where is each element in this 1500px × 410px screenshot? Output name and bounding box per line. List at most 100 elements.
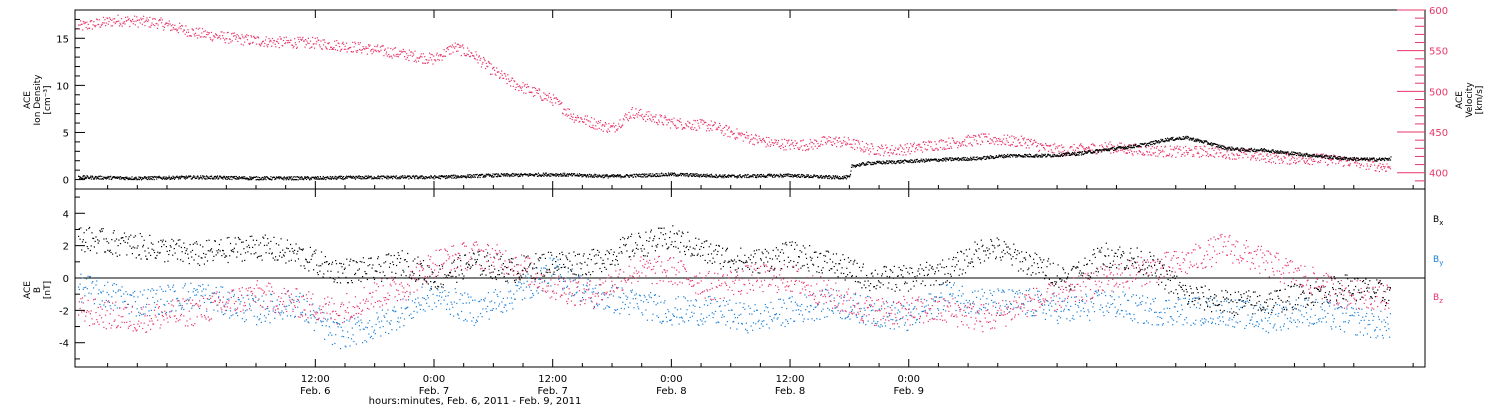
velocity-series-point	[981, 140, 983, 142]
velocity-series-point	[1238, 157, 1240, 159]
velocity-series-point	[1143, 154, 1145, 156]
velocity-series-point	[1228, 157, 1230, 159]
density-series-point	[1215, 146, 1217, 148]
density-series-point	[828, 178, 830, 180]
density-series-point	[1386, 158, 1389, 160]
density-series-point	[684, 173, 686, 175]
density-series-point	[1255, 150, 1258, 152]
density-series-point	[750, 176, 752, 178]
velocity-series-point	[386, 55, 388, 57]
velocity-series-point	[899, 144, 901, 146]
velocity-series-point	[160, 17, 162, 19]
velocity-series-point	[539, 95, 541, 97]
velocity-series-point	[323, 44, 325, 46]
density-series-point	[803, 174, 805, 176]
velocity-series-point	[907, 151, 909, 153]
density-series-point	[346, 175, 348, 177]
density-series-point	[420, 176, 422, 178]
velocity-series-point	[1124, 144, 1126, 146]
velocity-series-point	[1338, 162, 1340, 164]
velocity-series-point	[1009, 136, 1011, 138]
velocity-series-point	[371, 53, 373, 55]
velocity-series-point	[1088, 147, 1090, 149]
density-series-point	[1223, 146, 1225, 148]
velocity-series-point	[825, 143, 827, 145]
density-series-point	[1106, 148, 1108, 150]
density-series-point	[120, 176, 122, 178]
velocity-series-point	[957, 145, 960, 147]
density-series-point	[1028, 156, 1030, 158]
by-series-point	[283, 305, 285, 307]
velocity-series-point	[932, 149, 934, 151]
velocity-series-point	[712, 124, 714, 126]
density-series-point	[956, 159, 958, 161]
velocity-series-point	[775, 139, 777, 141]
velocity-series-point	[1030, 138, 1032, 140]
velocity-series-point	[620, 126, 622, 128]
density-series-point	[751, 175, 753, 177]
density-series-point	[163, 176, 165, 178]
velocity-series-point	[474, 57, 476, 59]
density-series-point	[1191, 139, 1193, 141]
velocity-series-point	[136, 16, 138, 18]
density-series-point	[848, 176, 851, 178]
density-series-point	[282, 177, 284, 179]
density-series-point	[1243, 147, 1245, 149]
density-series-point	[1132, 146, 1134, 148]
velocity-series-point	[294, 42, 296, 44]
velocity-series-point	[350, 46, 352, 49]
density-series-point	[994, 157, 996, 159]
velocity-series-point	[320, 40, 322, 42]
density-series-point	[341, 175, 343, 177]
density-series-point	[1125, 147, 1127, 149]
density-series-point	[880, 161, 882, 163]
density-series-point	[642, 176, 644, 178]
density-series	[78, 135, 1392, 181]
density-series-point	[152, 177, 154, 179]
density-series-point	[767, 173, 769, 175]
right-tick-label: 500	[1429, 87, 1448, 98]
velocity-series-point	[1150, 148, 1152, 150]
density-series-point	[263, 178, 265, 180]
density-series-point	[1060, 154, 1062, 156]
density-series-point	[222, 178, 224, 180]
by-series-point	[319, 309, 321, 311]
velocity-series-point	[527, 86, 529, 88]
by-series-point	[352, 334, 354, 336]
by-series-point	[250, 309, 252, 311]
density-series-point	[927, 160, 929, 162]
density-series-point	[1325, 157, 1327, 159]
velocity-series-point	[152, 18, 154, 20]
density-series-point	[911, 159, 913, 161]
density-series-point	[314, 176, 316, 178]
velocity-series-point	[589, 121, 591, 123]
velocity-series-point	[719, 125, 721, 127]
density-series-point	[1373, 157, 1375, 159]
density-series-point	[705, 176, 707, 178]
velocity-series-point	[1315, 153, 1317, 155]
by-series-point	[172, 284, 175, 286]
velocity-series-point	[637, 114, 639, 116]
density-series-point	[1212, 144, 1214, 146]
density-series-point	[277, 177, 279, 179]
density-series-point	[283, 179, 285, 181]
density-series-point	[963, 156, 965, 159]
velocity-series-point	[279, 36, 281, 38]
density-series-point	[299, 178, 301, 180]
velocity-series-point	[512, 85, 514, 87]
velocity-series-point	[829, 137, 831, 139]
velocity-series-point	[217, 37, 219, 39]
velocity-series-point	[273, 39, 275, 42]
velocity-series-point	[703, 122, 705, 124]
density-series-point	[149, 176, 151, 178]
velocity-series-point	[909, 153, 911, 155]
by-series-point	[188, 299, 190, 301]
velocity-series-point	[1320, 160, 1322, 162]
density-series-point	[135, 176, 137, 178]
velocity-series-point	[501, 74, 503, 76]
density-series-point	[722, 175, 724, 178]
velocity-series-point	[1194, 145, 1196, 148]
velocity-series-point	[568, 108, 570, 110]
density-series-point	[1198, 140, 1200, 142]
velocity-series-point	[422, 53, 424, 55]
